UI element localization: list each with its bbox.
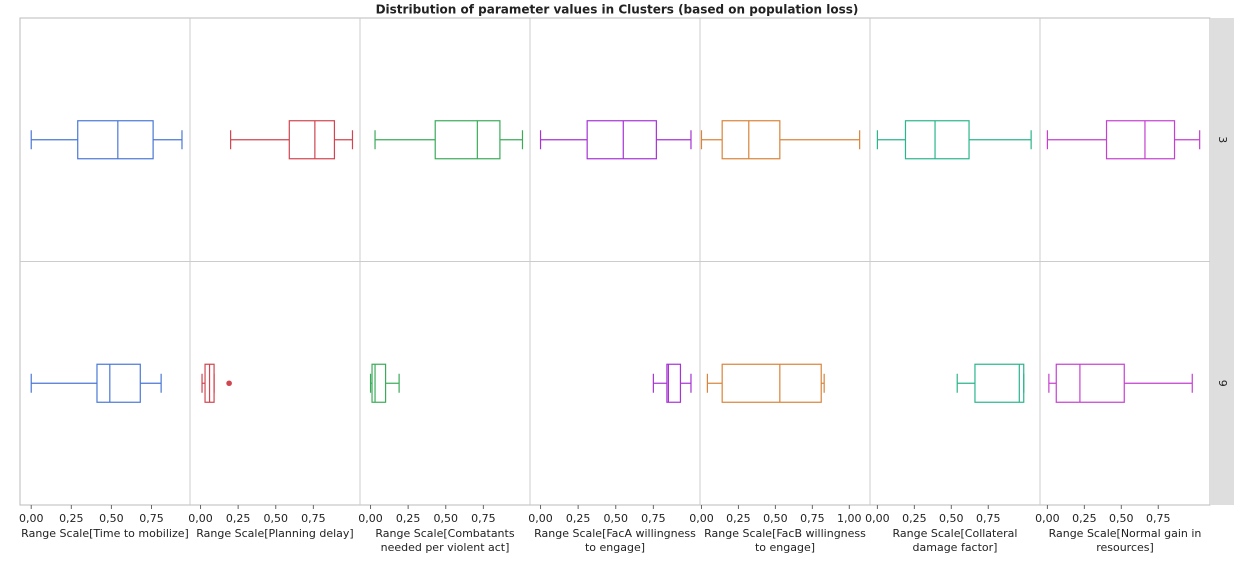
box xyxy=(974,363,1025,403)
x-tick-label: 0,75 xyxy=(139,512,164,525)
x-tick-label: 0,00 xyxy=(865,512,890,525)
x-tick-label: 0,00 xyxy=(528,512,553,525)
x-tick-label: 0,25 xyxy=(902,512,927,525)
x-tick-label: 0,50 xyxy=(1109,512,1134,525)
x-tick-label: 0,75 xyxy=(1146,512,1171,525)
x-tick-label: 1,00 xyxy=(837,512,862,525)
x-tick-label: 0,00 xyxy=(19,512,44,525)
panel-label: Range Scale[Planning delay] xyxy=(196,527,354,540)
x-tick-label: 0,50 xyxy=(99,512,124,525)
x-tick-label: 0,75 xyxy=(301,512,326,525)
x-tick-label: 0,25 xyxy=(396,512,421,525)
box xyxy=(288,120,336,160)
box xyxy=(904,120,970,160)
box xyxy=(434,120,501,160)
chart-title: Distribution of parameter values in Clus… xyxy=(376,3,859,17)
x-tick-label: 0,00 xyxy=(689,512,714,525)
row-strip xyxy=(1210,18,1234,505)
panel-label: Range Scale[Collateral damage factor] xyxy=(892,527,1018,554)
x-tick-label: 0,50 xyxy=(939,512,964,525)
x-tick-label: 0,50 xyxy=(434,512,459,525)
box xyxy=(721,120,781,160)
box xyxy=(1105,120,1176,160)
x-tick-label: 0,50 xyxy=(264,512,289,525)
outlier xyxy=(226,380,232,387)
x-tick-label: 0,25 xyxy=(1072,512,1097,525)
x-tick-label: 0,25 xyxy=(226,512,251,525)
box xyxy=(666,363,682,403)
x-tick-label: 0,00 xyxy=(358,512,383,525)
x-tick-label: 0,75 xyxy=(800,512,825,525)
x-tick-label: 0,75 xyxy=(976,512,1001,525)
x-tick-label: 0,25 xyxy=(566,512,591,525)
box xyxy=(1055,363,1125,403)
box xyxy=(77,120,154,160)
x-tick-label: 0,75 xyxy=(641,512,666,525)
x-tick-label: 0,50 xyxy=(763,512,788,525)
panel-label: Range Scale[FacA willingness to engage] xyxy=(534,527,696,554)
x-tick-label: 0,00 xyxy=(188,512,213,525)
panel-label: Range Scale[Normal gain in resources] xyxy=(1048,527,1202,554)
x-tick-label: 0,50 xyxy=(604,512,629,525)
row-label: 3 xyxy=(1216,136,1229,143)
box xyxy=(96,363,141,403)
panel-label: Range Scale[FacB willingness to engage] xyxy=(704,527,866,554)
box xyxy=(721,363,822,403)
panel-label: Range Scale[Combatants needed per violen… xyxy=(375,527,515,554)
x-tick-label: 0,00 xyxy=(1035,512,1060,525)
x-tick-label: 0,25 xyxy=(726,512,751,525)
x-tick-label: 0,75 xyxy=(471,512,496,525)
panel-label: Range Scale[Time to mobilize] xyxy=(21,527,189,540)
box xyxy=(371,363,387,403)
row-label: 9 xyxy=(1216,380,1229,387)
x-tick-label: 0,25 xyxy=(59,512,84,525)
box xyxy=(586,120,657,160)
